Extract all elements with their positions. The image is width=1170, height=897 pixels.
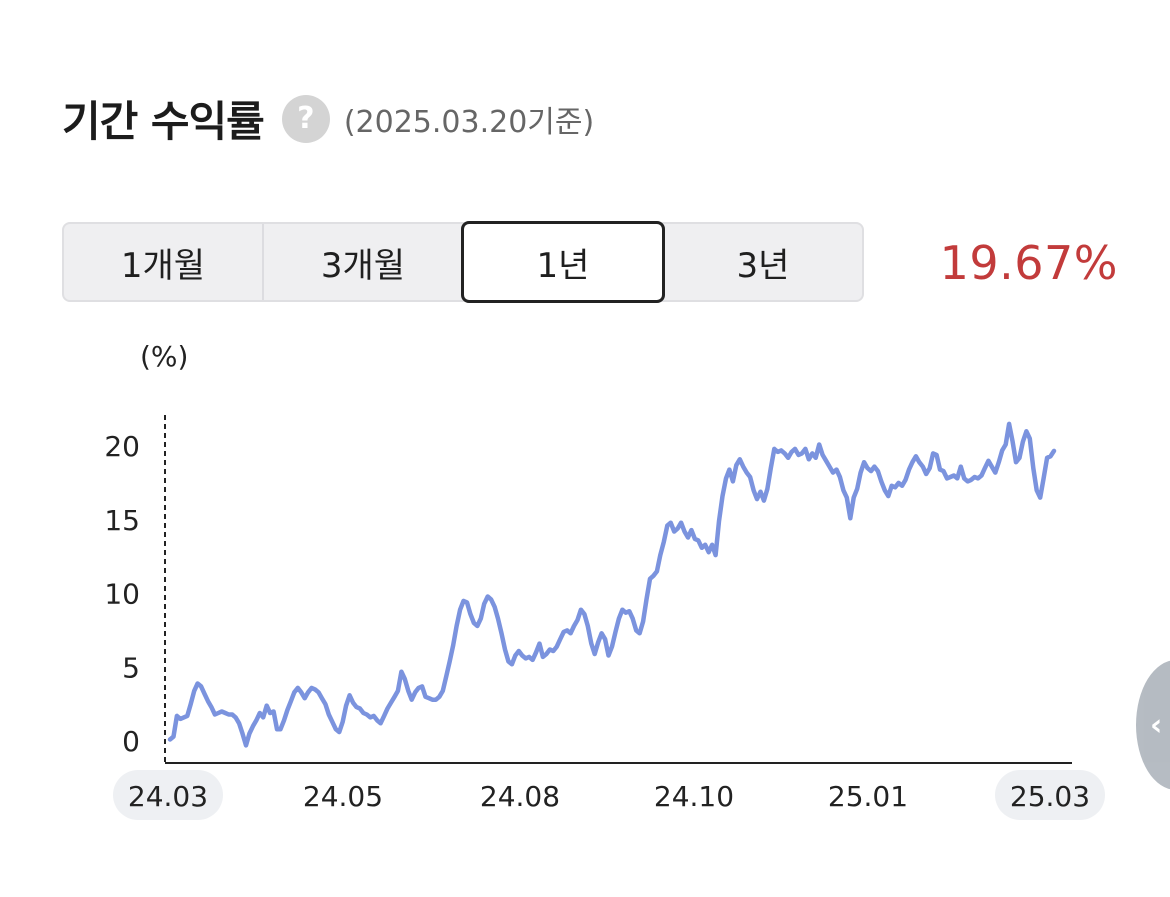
x-tick-label: 24.08: [480, 780, 560, 813]
y-tick-label: 10: [104, 578, 140, 611]
return-line-series: [167, 421, 1057, 748]
y-axis-unit-label: (%): [140, 340, 189, 373]
x-tick-label: 25.03: [1010, 780, 1090, 813]
y-tick-label: 20: [104, 430, 140, 463]
y-tick-label: 0: [122, 725, 140, 758]
tab-3-years[interactable]: 3년: [736, 245, 790, 286]
tab-1-month[interactable]: 1개월: [120, 245, 206, 286]
x-tick-label: 25.01: [828, 780, 908, 813]
section-header: 기간 수익률 ? (2025.03.20기준): [62, 88, 594, 149]
tab-1-year[interactable]: 1년: [461, 221, 665, 303]
x-tick-highlight: [113, 770, 223, 820]
x-tick-label: 24.03: [128, 780, 208, 813]
period-return-value: 19.67%: [939, 236, 1118, 290]
y-tick-label: 15: [104, 504, 140, 537]
as-of-date: (2025.03.20기준): [343, 104, 595, 140]
x-tick-label: 24.10: [654, 780, 734, 813]
x-tick-label: 24.05: [303, 780, 383, 813]
help-icon[interactable]: ?: [281, 94, 330, 143]
page-title: 기간 수익률: [62, 97, 265, 146]
chevron-left-icon: ‹: [1150, 707, 1163, 743]
x-tick-highlight: [995, 770, 1105, 820]
y-tick-label: 5: [122, 651, 140, 684]
tab-3-months[interactable]: 3개월: [262, 224, 462, 300]
period-tabs: 1개월 3개월 1년 3년: [62, 221, 864, 303]
